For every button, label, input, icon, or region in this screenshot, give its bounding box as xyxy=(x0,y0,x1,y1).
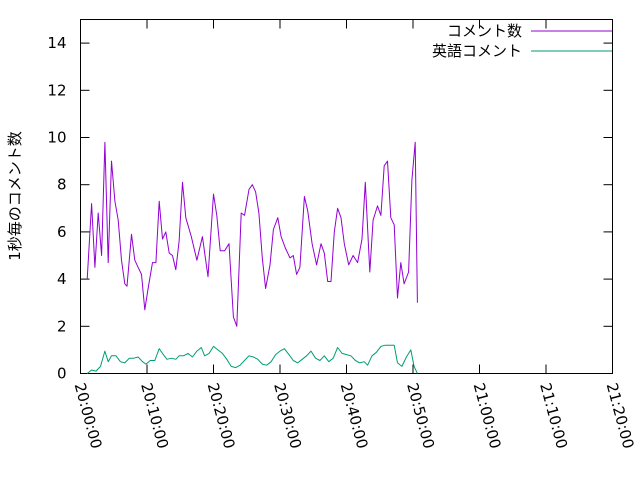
y-tick-label: 10 xyxy=(47,129,66,147)
x-tick-label: 21:00:00 xyxy=(470,381,505,451)
series-line-comments xyxy=(86,141,418,327)
y-tick-label: 12 xyxy=(47,81,66,99)
x-tick-label: 21:10:00 xyxy=(536,381,571,451)
legend-label-comments: コメント数 xyxy=(447,22,522,40)
y-tick-label: 8 xyxy=(57,176,67,194)
x-tick-label: 20:40:00 xyxy=(337,381,372,451)
series-line-english-comments xyxy=(86,344,418,374)
x-tick-label: 20:50:00 xyxy=(403,381,438,451)
y-tick-label: 2 xyxy=(57,317,67,335)
x-tick-label: 20:00:00 xyxy=(71,381,106,451)
x-tick-label: 20:10:00 xyxy=(137,381,172,451)
y-tick-label: 4 xyxy=(57,270,67,288)
x-tick-label: 20:20:00 xyxy=(204,381,239,451)
y-axis-label: 1秒毎のコメント数 xyxy=(6,131,24,261)
legend-label-english-comments: 英語コメント xyxy=(432,42,522,60)
x-tick-label: 20:30:00 xyxy=(270,381,305,451)
series-layer xyxy=(86,141,418,374)
x-axis: 20:00:00 20:10:00 20:20:00 20:30:00 20:40:00… xyxy=(71,19,638,451)
legend: コメント数 英語コメント xyxy=(432,22,612,60)
plot-border xyxy=(80,19,613,374)
y-axis: 0 2 4 6 8 10 12 14 xyxy=(47,34,613,383)
y-tick-label: 14 xyxy=(47,34,66,52)
y-tick-label: 6 xyxy=(57,223,67,241)
x-tick-label: 21:20:00 xyxy=(603,381,638,451)
y-tick-label: 0 xyxy=(57,365,67,383)
